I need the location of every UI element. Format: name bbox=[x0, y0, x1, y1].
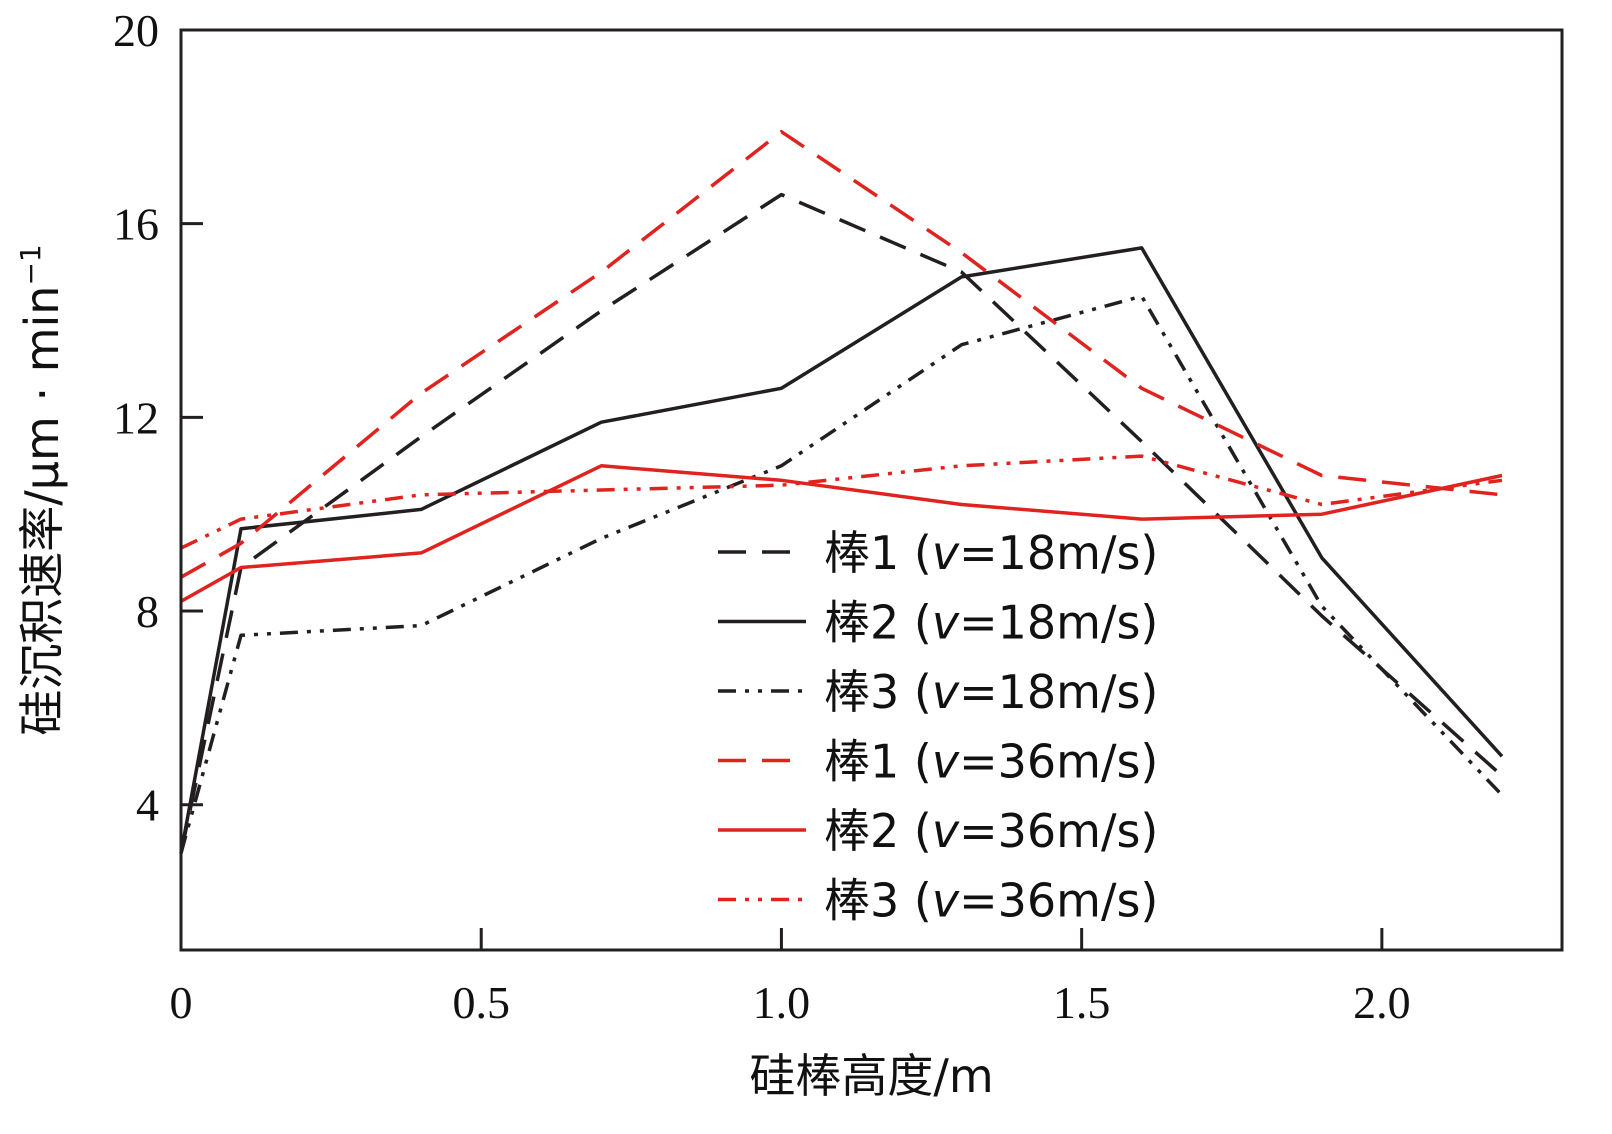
legend-label-4: 棒1 (v=36m/s) bbox=[824, 735, 1158, 789]
legend: 棒1 (v=18m/s) 棒2 (v=18m/s) 棒3 (v=18m/s) 棒1 (… bbox=[718, 526, 1158, 928]
y-axis-title-group: 硅沉积速率/μm · min−1 bbox=[14, 244, 69, 735]
y-tick-label: 4 bbox=[136, 780, 159, 831]
y-tick-label: 16 bbox=[113, 199, 159, 250]
series-line-2 bbox=[179, 246, 1504, 854]
x-tick-label: 1.5 bbox=[1053, 977, 1111, 1028]
y-tick-label: 8 bbox=[136, 586, 159, 637]
plot-frame bbox=[179, 28, 1564, 952]
y-axis-ticks: 4 8 12 16 20 bbox=[113, 5, 203, 831]
legend-label-5: 棒2 (v=36m/s) bbox=[824, 804, 1158, 858]
series-line-3 bbox=[179, 294, 1504, 854]
y-axis-title-main: 硅沉积速率/μm · min bbox=[15, 286, 69, 736]
y-axis-title: 硅沉积速率/μm · min−1 bbox=[14, 244, 69, 735]
x-tick-label: 0 bbox=[170, 977, 193, 1028]
x-tick-label: 0.5 bbox=[452, 977, 510, 1028]
legend-label-1: 棒1 (v=18m/s) bbox=[824, 526, 1158, 580]
y-axis-title-superscript: −1 bbox=[14, 244, 47, 285]
legend-label-2: 棒2 (v=18m/s) bbox=[824, 596, 1158, 650]
legend-label-6: 棒3 (v=36m/s) bbox=[824, 874, 1158, 928]
x-axis-ticks: 0 0.5 1.0 1.5 2.0 bbox=[170, 928, 1411, 1028]
series-line-4 bbox=[180, 129, 1503, 579]
y-tick-label: 12 bbox=[113, 392, 159, 443]
x-tick-label: 1.0 bbox=[753, 977, 811, 1028]
legend-label-3: 棒3 (v=18m/s) bbox=[824, 665, 1158, 719]
series-line-5 bbox=[180, 464, 1503, 603]
series-group bbox=[179, 129, 1504, 854]
y-tick-label: 20 bbox=[113, 5, 159, 56]
x-tick-label: 2.0 bbox=[1353, 977, 1411, 1028]
x-axis-title: 硅棒高度/m bbox=[749, 1049, 993, 1103]
axes bbox=[179, 28, 1564, 952]
